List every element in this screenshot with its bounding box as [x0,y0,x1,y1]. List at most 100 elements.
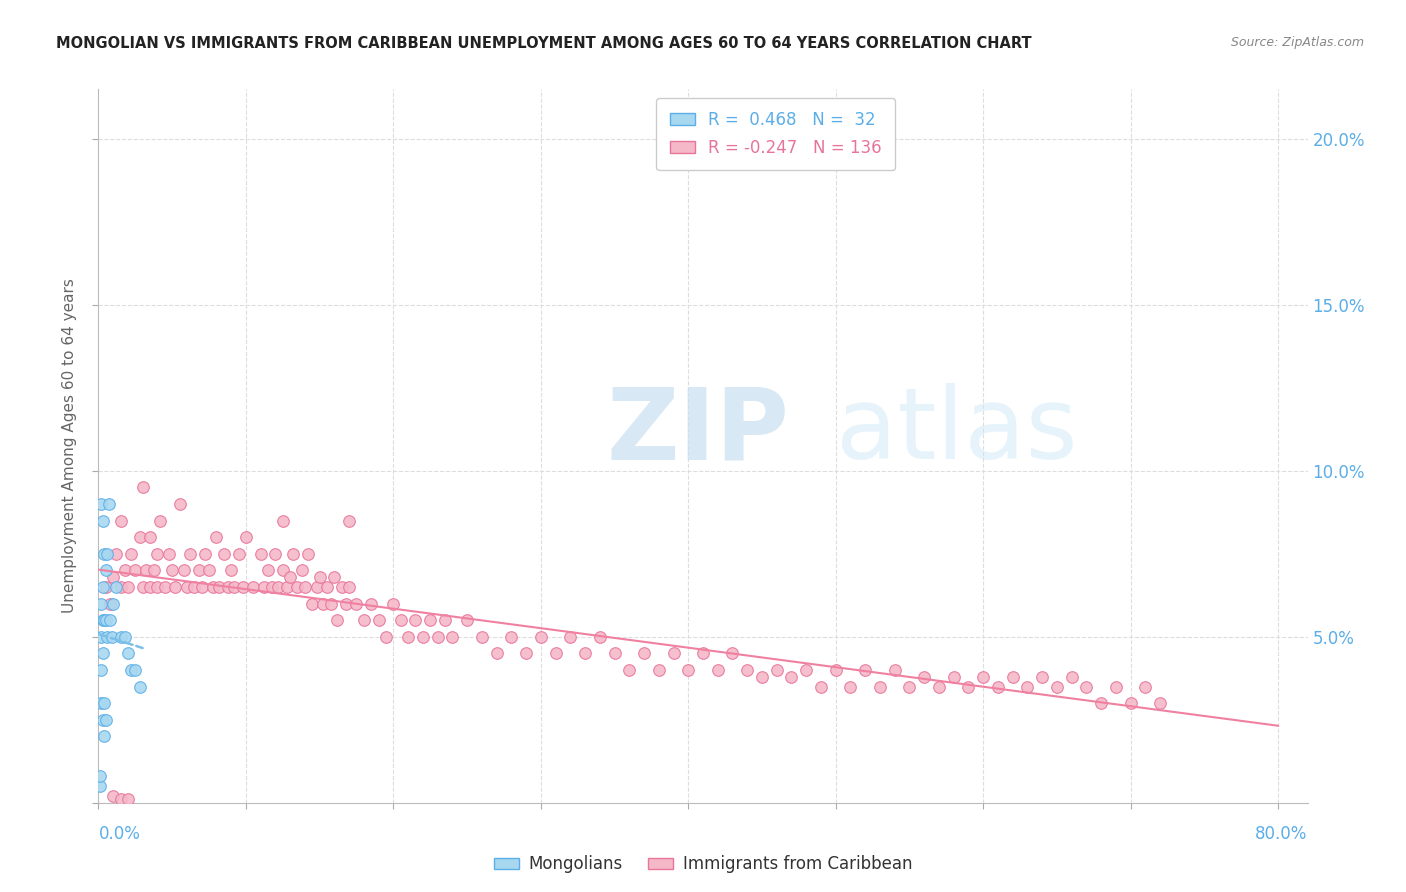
Point [194,547,217,561]
Point [117,792,139,806]
Point [456,613,478,627]
Point [110,580,132,594]
Point [321,597,343,611]
Point [114,564,136,578]
Point [441,630,464,644]
Point [228,547,250,561]
Point [1105,680,1128,694]
Point [794,663,817,677]
Point [219,564,242,578]
Point [173,564,195,578]
Point [412,630,434,644]
Point [335,597,357,611]
Point [404,613,426,627]
Point [1017,680,1039,694]
Point [264,547,287,561]
Point [90,597,112,611]
Point [94,613,117,627]
Point [117,647,139,661]
Point [105,580,128,594]
Point [100,630,122,644]
Point [316,580,339,594]
Point [114,630,136,644]
Point [589,630,612,644]
Point [346,597,368,611]
Point [1060,670,1083,684]
Point [110,514,132,528]
Point [90,497,112,511]
Point [169,497,191,511]
Point [326,613,349,627]
Point [217,580,239,594]
Point [124,564,146,578]
Point [751,670,773,684]
Point [311,597,333,611]
Point [360,597,382,611]
Point [89,779,111,793]
Point [692,647,714,661]
Point [281,547,304,561]
Point [117,580,139,594]
Point [276,580,298,594]
Point [110,630,132,644]
Point [187,564,209,578]
Point [1031,670,1053,684]
Point [252,580,274,594]
Point [93,613,115,627]
Point [367,613,389,627]
Point [419,613,441,627]
Point [574,647,596,661]
Point [212,547,235,561]
Point [544,647,567,661]
Point [271,514,294,528]
Point [93,730,115,744]
Point [471,630,494,644]
Point [90,663,112,677]
Point [485,647,508,661]
Point [124,663,146,677]
Point [105,547,128,561]
Point [91,713,114,727]
Text: MONGOLIAN VS IMMIGRANTS FROM CARIBBEAN UNEMPLOYMENT AMONG AGES 60 TO 64 YEARS CO: MONGOLIAN VS IMMIGRANTS FROM CARIBBEAN U… [56,36,1032,51]
Point [205,530,228,544]
Point [735,663,758,677]
Point [972,670,994,684]
Point [883,663,905,677]
Point [101,570,124,584]
Point [97,497,120,511]
Text: 0.0%: 0.0% [98,825,141,843]
Point [96,547,118,561]
Point [271,564,294,578]
Point [91,580,114,594]
Point [898,680,921,694]
Point [603,647,626,661]
Point [110,792,132,806]
Point [353,613,375,627]
Point [1135,680,1157,694]
Point [426,630,449,644]
Point [139,580,162,594]
Point [765,663,787,677]
Point [389,613,412,627]
Point [375,630,398,644]
Point [337,514,360,528]
Point [1001,670,1024,684]
Point [249,547,271,561]
Point [98,597,121,611]
Point [305,580,328,594]
Point [678,663,700,677]
Point [90,696,112,710]
Point [648,663,671,677]
Text: atlas: atlas [837,384,1077,480]
Point [301,597,323,611]
Point [928,680,950,694]
Point [382,597,405,611]
Point [297,547,319,561]
Point [198,564,221,578]
Point [957,680,980,694]
Point [824,663,846,677]
Y-axis label: Unemployment Among Ages 60 to 64 years: Unemployment Among Ages 60 to 64 years [62,278,77,614]
Point [153,580,176,594]
Point [190,580,212,594]
Point [165,580,187,594]
